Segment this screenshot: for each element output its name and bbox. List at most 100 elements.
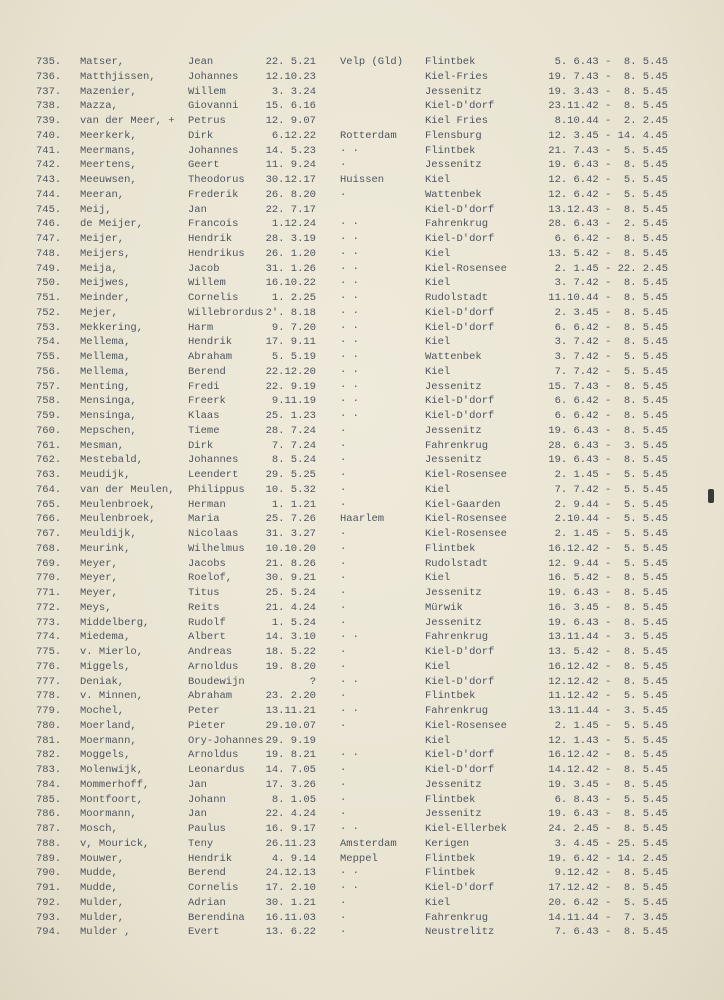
entry-number: 735.: [36, 56, 62, 68]
surname: Meijwes,: [80, 277, 131, 290]
period: 3. 7.42 - 5. 5.45: [554, 351, 668, 363]
home-town: ·: [340, 159, 347, 172]
period: 2. 9.44 - 5. 5.45: [554, 498, 668, 511]
period: 12. 6.42 - 5. 5.45: [548, 174, 668, 186]
list-row: 759. Mensinga, Klaas 25. 1.23 · · Kiel-D'dorf…: [0, 409, 724, 424]
camp: Jessenitz: [425, 778, 482, 791]
birth-date: 15. 6.16: [265, 100, 316, 113]
period: 19. 3.45 - 8. 5.45: [548, 778, 668, 791]
surname: Molenwijk,: [80, 764, 144, 776]
camp: Kerigen: [425, 837, 470, 850]
surname: Meulenbroek,: [80, 513, 156, 526]
entry-number: 773.: [36, 616, 62, 629]
entry-number: 746.: [36, 218, 62, 231]
list-row: 783. Molenwijk, Leonardus 14. 7.05 · Kiel-D'd…: [0, 763, 724, 778]
surname: v, Mourick,: [80, 837, 150, 850]
first-name: Willem: [188, 85, 226, 98]
surname: Mellema,: [80, 351, 131, 363]
period: 17.12.42 - 8. 5.45: [548, 882, 668, 894]
entry-number: 751.: [36, 292, 62, 304]
entry-number: 759.: [36, 410, 62, 422]
period: 19. 6.43 - 8. 5.45: [548, 808, 668, 821]
period: 28. 6.43 - 2. 5.45: [548, 218, 668, 231]
home-town: · ·: [340, 631, 359, 644]
camp: Kiel-D'dorf: [425, 233, 495, 245]
birth-date: 29. 9.19: [265, 734, 316, 747]
home-town: ·: [340, 454, 347, 467]
home-town: ·: [340, 690, 347, 703]
list-row: 775. v. Mierlo, Andreas 18. 5.22 · Kiel-D'dor…: [0, 645, 724, 660]
home-town: Velp (Gld): [340, 56, 404, 68]
list-row: 755. Mellema, Abraham 5. 5.19 · · Wattenbek 3.…: [0, 350, 724, 365]
surname: Deniak,: [80, 675, 125, 688]
home-town: ·: [340, 587, 347, 599]
camp: Kiel: [425, 336, 451, 349]
birth-date: 28. 3.19: [265, 233, 316, 245]
camp: Kiel-D'dorf: [425, 675, 495, 688]
surname: Mouwer,: [80, 852, 125, 865]
period: 13. 5.42 - 8. 5.45: [548, 646, 668, 658]
camp: Fahrenkrug: [425, 705, 489, 717]
list-row: 741. Meermans, Johannes 14. 5.23 · · Flintbek…: [0, 144, 724, 159]
camp: Kiel-D'dorf: [425, 882, 495, 894]
birth-date: 26. 1.20: [265, 247, 316, 260]
entry-number: 766.: [36, 513, 62, 526]
camp: Kiel-Rosensee: [425, 469, 507, 481]
camp: Flintbek: [425, 793, 476, 806]
list-row: 793. Mulder, Berendina 16.11.03 · Fahrenkrug 1…: [0, 911, 724, 926]
camp: Mürwik: [425, 601, 463, 614]
period: 28. 6.43 - 3. 5.45: [548, 439, 668, 452]
entry-number: 774.: [36, 631, 62, 644]
home-town: · ·: [340, 380, 359, 393]
period: 19. 6.43 - 8. 5.45: [548, 424, 668, 437]
entry-number: 780.: [36, 719, 62, 732]
home-town: ·: [340, 424, 347, 437]
home-town: ·: [340, 778, 347, 791]
home-town: Rotterdam: [340, 129, 397, 142]
period: 8.10.44 - 2. 2.45: [554, 115, 668, 127]
birth-date: 1. 1.21: [271, 498, 316, 511]
entry-number: 742.: [36, 159, 62, 172]
entry-number: 762.: [36, 454, 62, 467]
home-town: · ·: [340, 306, 359, 319]
entry-number: 754.: [36, 336, 62, 349]
camp: Jessenitz: [425, 454, 482, 467]
surname: Matser,: [80, 56, 125, 68]
camp: Jessenitz: [425, 159, 482, 172]
home-town: · ·: [340, 351, 359, 363]
surname: Mudde,: [80, 867, 118, 880]
first-name: Theodorus: [188, 174, 245, 186]
first-name: Abraham: [188, 351, 233, 363]
surname: Middelberg,: [80, 616, 150, 629]
surname: Mellema,: [80, 365, 131, 378]
list-row: 771. Meyer, Titus 25. 5.24 · Jessenitz 19. 6.4…: [0, 586, 724, 601]
period: 6. 6.42 - 8. 5.45: [554, 321, 668, 334]
first-name: Wilhelmus: [188, 542, 245, 555]
surname: Mazenier,: [80, 85, 137, 98]
home-town: ·: [340, 469, 347, 481]
list-row: 792. Mulder, Adrian 30. 1.21 · Kiel 20. 6.42 -…: [0, 896, 724, 911]
camp: Flintbek: [425, 690, 476, 703]
home-town: · ·: [340, 749, 359, 762]
list-row: 765. Meulenbroek, Herman 1. 1.21 · Kiel-Gaard…: [0, 498, 724, 513]
entry-number: 761.: [36, 439, 62, 452]
surname: Meeran,: [80, 188, 125, 201]
first-name: Herman: [188, 498, 226, 511]
list-row: 754. Mellema, Hendrik 17. 9.11 · · Kiel 3. 7.4…: [0, 335, 724, 350]
camp: Kiel: [425, 277, 451, 290]
entry-number: 781.: [36, 734, 62, 747]
birth-date: 1. 2.25: [271, 292, 316, 304]
birth-date: 5. 5.19: [271, 351, 316, 363]
surname: Mudde,: [80, 882, 118, 894]
list-row: 738. Mazza, Giovanni 15. 6.16 Kiel-D'dorf 23.…: [0, 99, 724, 114]
surname: Montfoort,: [80, 793, 144, 806]
camp: Kiel-D'dorf: [425, 646, 495, 658]
period: 13.11.44 - 3. 5.45: [548, 631, 668, 644]
camp: Kiel-D'dorf: [425, 203, 495, 216]
surname: Meuldijk,: [80, 528, 137, 540]
surname: Meij,: [80, 203, 112, 216]
list-row: 768. Meurink, Wilhelmus 10.10.20 · Flintbek 16…: [0, 542, 724, 557]
period: 19. 6.42 - 14. 2.45: [548, 852, 668, 865]
entry-number: 745.: [36, 203, 62, 216]
